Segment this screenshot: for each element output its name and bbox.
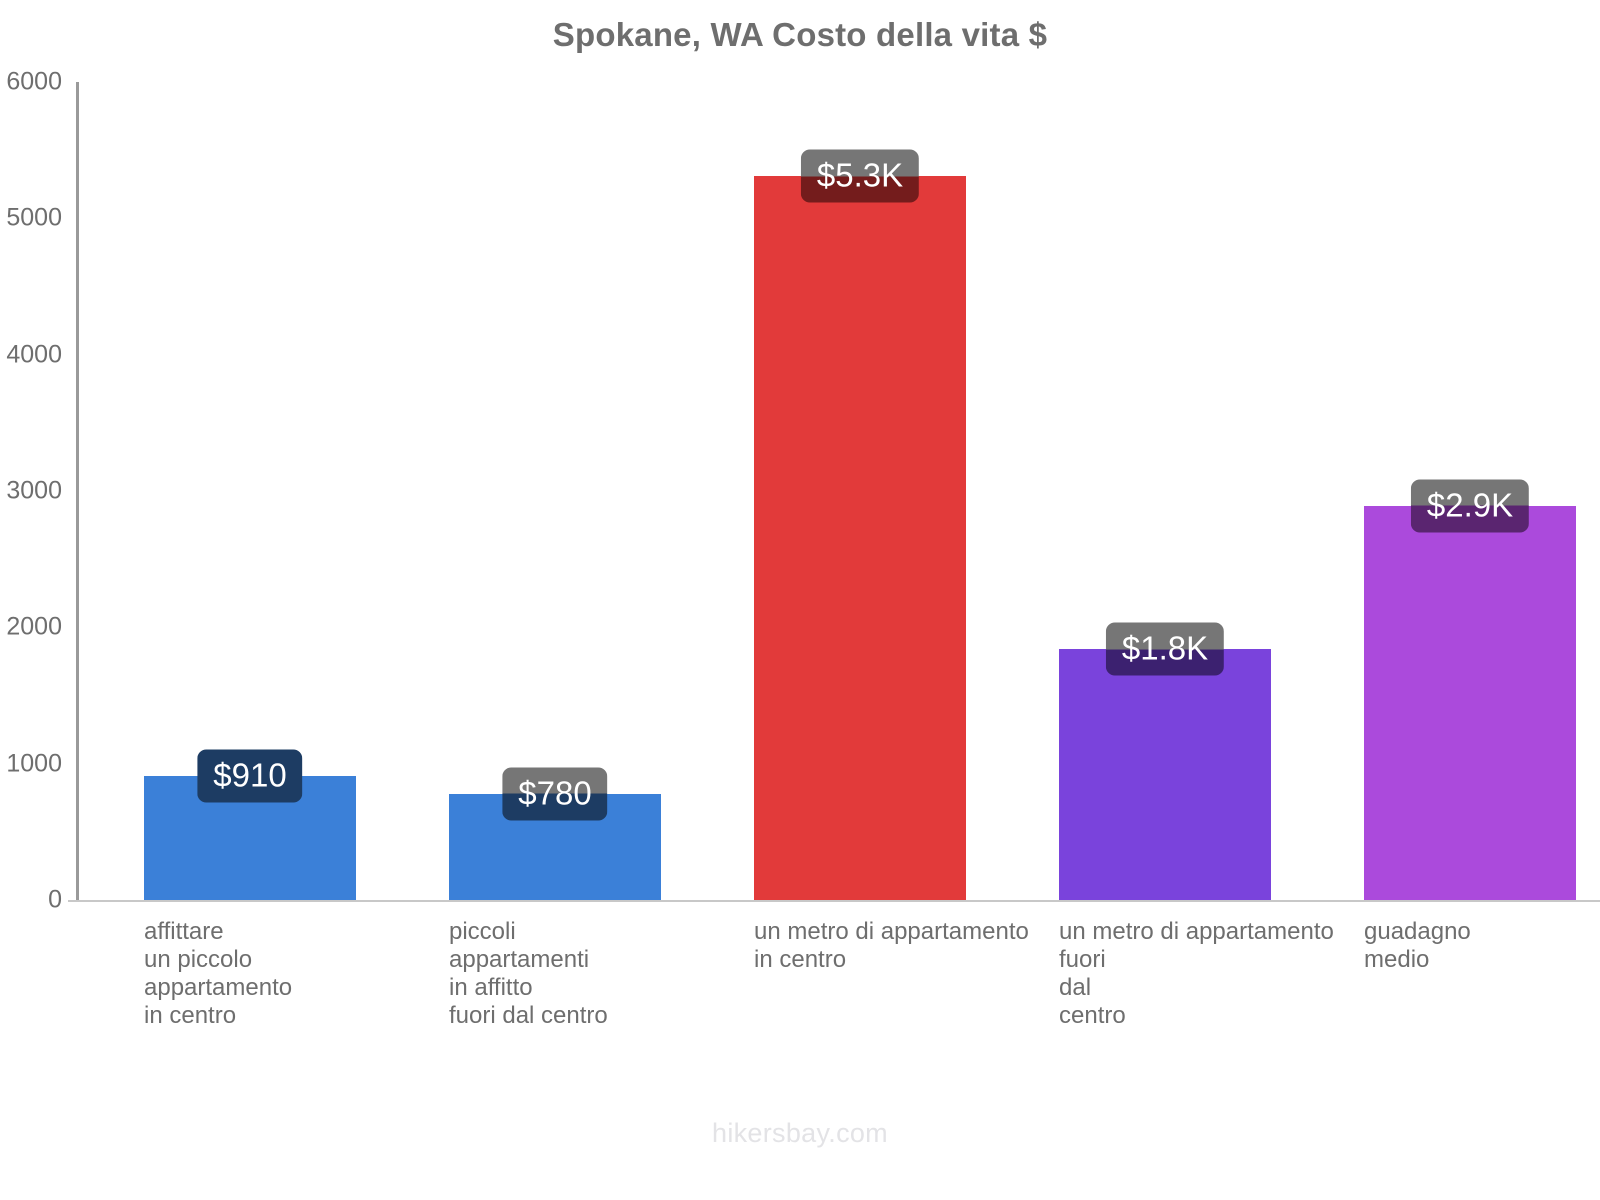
bar[interactable] bbox=[754, 176, 966, 900]
y-axis-tick-label: 2000 bbox=[6, 612, 62, 641]
badge-top-half bbox=[1105, 622, 1225, 650]
badge-bottom-half bbox=[800, 176, 920, 203]
badge-text: $780 bbox=[518, 774, 592, 812]
y-axis-tick-label: 3000 bbox=[6, 476, 62, 505]
bar-value-label: $2.9K bbox=[1410, 479, 1530, 533]
x-axis-category-label: piccoli appartamenti in affitto fuori da… bbox=[449, 918, 608, 1030]
x-axis-category-label: un metro di appartamento fuori dal centr… bbox=[1059, 918, 1334, 1030]
y-axis-tick-label: 4000 bbox=[6, 340, 62, 369]
bar-value-label: $5.3K bbox=[800, 149, 920, 203]
y-axis-tick-label: 0 bbox=[48, 885, 62, 914]
y-axis-tick-label: 6000 bbox=[6, 67, 62, 96]
badge-bottom-half bbox=[502, 793, 608, 821]
x-axis-category-label: affittare un piccolo appartamento in cen… bbox=[144, 918, 293, 1030]
badge-bottom-half bbox=[197, 775, 303, 803]
bar-fill bbox=[1059, 649, 1271, 900]
bar-value-label: $910 bbox=[197, 749, 303, 803]
plot-area: 0 1000 2000 3000 4000 5000 6000 $910 $780 $5.3K $… bbox=[6, 68, 1600, 914]
bar[interactable] bbox=[1059, 649, 1271, 900]
badge-top-half bbox=[1410, 479, 1530, 506]
badge-text: $1.8K bbox=[1121, 629, 1209, 667]
badge-text: $910 bbox=[213, 756, 287, 794]
x-axis-category-label: un metro di appartamento in centro bbox=[754, 918, 1029, 974]
badge-top-half bbox=[197, 749, 303, 776]
x-axis-category-label: guadagno medio bbox=[1364, 918, 1471, 974]
y-axis-tick-label: 5000 bbox=[6, 203, 62, 232]
badge-bottom-half bbox=[1410, 505, 1530, 533]
badge-top-half bbox=[800, 149, 920, 177]
bar-value-label: $1.8K bbox=[1105, 622, 1225, 676]
x-axis-line bbox=[68, 900, 1600, 902]
y-axis-line bbox=[76, 82, 79, 900]
bar-fill bbox=[754, 176, 966, 900]
badge-top-half bbox=[502, 767, 608, 794]
badge-text: $2.9K bbox=[1426, 486, 1514, 524]
badge-text: $5.3K bbox=[816, 156, 904, 194]
chart-title: Spokane, WA Costo della vita $ bbox=[552, 16, 1048, 53]
bar[interactable] bbox=[1364, 506, 1576, 900]
badge-bottom-half bbox=[1105, 649, 1225, 676]
bar-fill bbox=[1364, 506, 1576, 900]
bar-value-label: $780 bbox=[502, 767, 608, 821]
watermark: hikersbay.com bbox=[712, 1118, 888, 1148]
y-axis-tick-label: 1000 bbox=[6, 749, 62, 778]
